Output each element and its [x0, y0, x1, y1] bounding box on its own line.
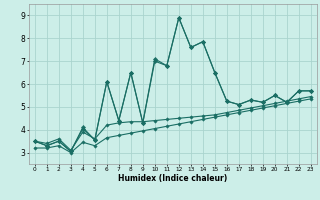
X-axis label: Humidex (Indice chaleur): Humidex (Indice chaleur) [118, 174, 228, 183]
